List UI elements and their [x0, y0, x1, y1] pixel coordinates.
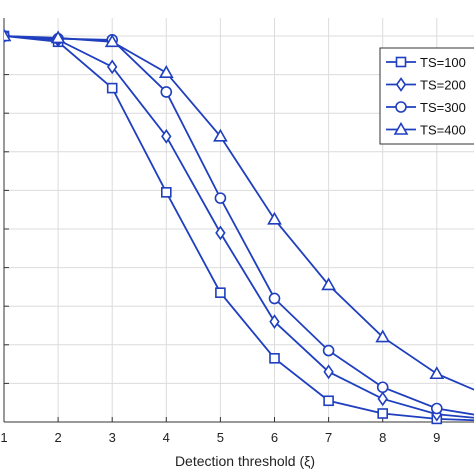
legend-label: TS=400 [420, 123, 466, 138]
legend-label: TS=100 [420, 55, 466, 70]
legend-box [379, 47, 474, 145]
series-layer [4, 28, 474, 425]
circle-marker [376, 381, 389, 394]
series-ts-400 [4, 28, 474, 391]
triangle-marker [429, 366, 445, 380]
x-tick-label: 4 [163, 430, 170, 445]
triangle-marker [393, 121, 409, 135]
circle-marker [160, 86, 173, 98]
triangle-marker [213, 128, 228, 142]
square-marker [323, 395, 334, 407]
circle-marker [268, 292, 281, 305]
square-marker [215, 287, 226, 298]
triangle-marker [4, 28, 12, 42]
x-tick-label: 5 [217, 430, 224, 445]
x-axis-title: Detection threshold (ξ) [175, 453, 315, 469]
diamond-marker [215, 225, 226, 241]
diamond-marker [377, 391, 388, 407]
triangle-marker [375, 329, 391, 343]
x-tick-label: 7 [325, 430, 332, 445]
x-tick-label: 3 [109, 430, 116, 445]
legend-label: TS=300 [420, 100, 466, 115]
series-ts-200 [4, 28, 474, 422]
x-tick-label: 6 [271, 430, 278, 445]
triangle-marker [267, 211, 282, 225]
diamond-marker [161, 128, 172, 144]
square-marker [106, 82, 118, 94]
legend-label: TS=200 [420, 78, 466, 93]
x-tick-label: 8 [379, 430, 386, 445]
triangle-marker [158, 65, 174, 78]
circle-marker [430, 402, 443, 415]
diamond-marker [323, 364, 334, 380]
circle-marker [322, 344, 335, 357]
series-line [4, 35, 474, 391]
circle-marker [214, 192, 227, 204]
x-tick-label: 2 [54, 430, 61, 445]
circle-marker [395, 101, 407, 113]
series-line [4, 35, 474, 419]
triangle-marker [321, 277, 336, 291]
square-marker [161, 187, 172, 198]
diamond-marker [269, 314, 280, 330]
triangle-marker [50, 30, 66, 44]
square-marker [269, 353, 280, 364]
x-tick-label: 1 [0, 430, 7, 445]
axes: 1 2 3 4 5 6 7 8 9 [0, 18, 474, 445]
legend: TS=100 TS=200 TS=300 TS=400 [379, 47, 474, 145]
square-marker [377, 408, 389, 419]
diamond-marker [395, 77, 407, 92]
x-tick-label: 9 [433, 430, 440, 445]
diamond-marker [107, 59, 118, 75]
series-line [4, 35, 474, 422]
triangle-marker [104, 34, 120, 48]
square-marker [395, 56, 407, 68]
